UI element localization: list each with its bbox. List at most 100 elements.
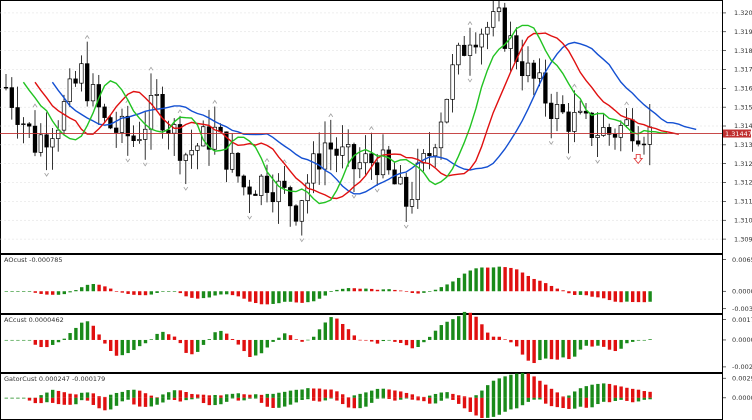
bear-candle xyxy=(27,123,32,127)
histogram-bar-up xyxy=(288,291,293,302)
histogram-bar-up xyxy=(497,266,501,292)
histogram-bar-down xyxy=(648,391,652,398)
histogram-bar-down xyxy=(607,339,612,350)
histogram-bar-down xyxy=(248,394,252,398)
histogram-bar-down xyxy=(39,339,43,348)
histogram-bar-down xyxy=(416,396,420,398)
histogram-bar-down xyxy=(468,397,472,412)
histogram-bar-down xyxy=(428,397,432,404)
histogram-bar-up xyxy=(561,339,565,358)
sell-arrow-shape xyxy=(633,153,644,165)
bull-candle xyxy=(143,128,148,140)
histogram-bar-down xyxy=(196,394,200,398)
histogram-bar-up xyxy=(300,397,304,400)
histogram-bar-down xyxy=(45,291,49,295)
bear-candle xyxy=(636,140,641,145)
histogram-bar-up xyxy=(491,397,496,417)
histogram-bar-down xyxy=(190,291,194,298)
histogram-bar-down xyxy=(515,269,519,292)
histogram-bar-down xyxy=(358,339,362,341)
bear-candle xyxy=(288,187,293,207)
bear-candle xyxy=(293,205,299,222)
histogram-bar-up xyxy=(474,268,478,292)
axis-tick-label: 0.0000000 xyxy=(732,336,752,344)
fractal-down-icon xyxy=(548,141,554,145)
histogram-bar-down xyxy=(346,397,351,408)
histogram-bar-down xyxy=(555,397,559,408)
bear-candle xyxy=(502,7,507,49)
histogram-bar-down xyxy=(201,394,206,398)
histogram-bar-up xyxy=(74,397,78,405)
ao-axis: 0.006547 0.000000 -0.003628 xyxy=(722,256,752,313)
histogram-bar-down xyxy=(584,397,588,408)
histogram-bar-up xyxy=(225,291,229,295)
histogram-bar-up xyxy=(451,281,455,292)
histogram-bar-down xyxy=(230,338,235,340)
histogram-bar-up xyxy=(213,332,217,340)
bull-candle xyxy=(525,62,531,77)
histogram-bar-up xyxy=(613,397,617,401)
bull-candle xyxy=(578,110,583,113)
histogram-bar-down xyxy=(602,339,606,347)
histogram-bar-up xyxy=(625,339,629,344)
axis-tick-label: 0.006547 xyxy=(732,256,752,264)
histogram-bar-down xyxy=(462,396,467,398)
histogram-bar-down xyxy=(526,339,530,361)
bear-candle xyxy=(125,115,130,137)
bull-candle xyxy=(154,94,159,96)
histogram-bar-up xyxy=(4,397,8,399)
histogram-bar-down xyxy=(532,376,536,398)
histogram-bar-up xyxy=(283,333,287,340)
histogram-bar-down xyxy=(329,389,333,398)
histogram-bar-down xyxy=(393,390,397,398)
histogram-bar-up xyxy=(619,339,623,349)
histogram-bar-down xyxy=(288,335,293,340)
histogram-bar-down xyxy=(317,388,322,398)
histogram-bar-up xyxy=(68,333,72,340)
bull-candle xyxy=(357,162,362,170)
histogram-bar-up xyxy=(114,392,119,398)
histogram-bar-down xyxy=(85,397,90,401)
histogram-bar-up xyxy=(254,339,258,356)
fractal-down-icon xyxy=(374,188,380,193)
histogram-bar-down xyxy=(56,390,61,398)
histogram-bar-down xyxy=(39,397,43,404)
histogram-bar-up xyxy=(149,339,153,340)
histogram-bar-down xyxy=(375,289,380,292)
bear-candle xyxy=(630,119,635,142)
histogram-bar-up xyxy=(294,397,298,403)
bear-candle xyxy=(131,135,136,142)
histogram-bar-down xyxy=(103,286,107,292)
histogram-bar-down xyxy=(561,396,565,398)
histogram-bar-up xyxy=(480,390,484,398)
histogram-bar-down xyxy=(404,392,409,398)
histogram-bar-down xyxy=(549,285,554,292)
fractal-down-icon xyxy=(183,186,189,191)
histogram-bar-down xyxy=(393,339,397,342)
price-tick-label: 1.31200 xyxy=(734,179,752,187)
histogram-bar-up xyxy=(636,397,641,402)
histogram-bar-up xyxy=(283,391,287,398)
histogram-bar-down xyxy=(561,290,565,292)
bull-candle xyxy=(137,139,142,142)
histogram-bar-up xyxy=(10,291,14,292)
bear-candle xyxy=(520,61,525,77)
histogram-bar-down xyxy=(265,291,269,305)
histogram-bar-down xyxy=(468,312,472,340)
price-tick-label: 1.31295 xyxy=(734,160,752,168)
bear-candle xyxy=(328,142,333,150)
histogram-bar-down xyxy=(399,290,403,292)
histogram-bar-up xyxy=(126,397,130,400)
gator-axis: 0.002920 0.000000 xyxy=(722,374,752,402)
price-tick-label: 1.31770 xyxy=(734,66,752,74)
bull-candle xyxy=(259,175,264,196)
fractal-down-icon xyxy=(351,194,357,199)
histogram-bar-up xyxy=(532,397,536,400)
histogram-bar-down xyxy=(97,284,101,292)
ma-mid-line xyxy=(34,32,679,200)
histogram-bar-up xyxy=(596,383,600,398)
axis-tick-label: 0.002920 xyxy=(732,374,752,382)
histogram-bar-up xyxy=(161,291,165,292)
